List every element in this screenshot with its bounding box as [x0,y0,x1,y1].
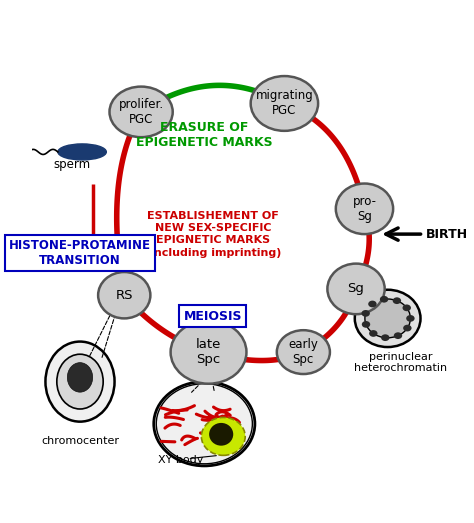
Text: pro-
Sg: pro- Sg [353,195,376,223]
Ellipse shape [171,321,246,384]
Text: Sg: Sg [347,282,365,295]
Text: perinuclear
heterochromatin: perinuclear heterochromatin [354,352,447,373]
Text: ERASURE OF
EPIGENETIC MARKS: ERASURE OF EPIGENETIC MARKS [136,121,273,149]
Text: XY body: XY body [158,454,204,464]
Ellipse shape [369,330,378,337]
Ellipse shape [328,264,385,314]
Ellipse shape [251,76,318,131]
Ellipse shape [109,87,173,137]
Ellipse shape [355,290,420,347]
Ellipse shape [368,301,377,308]
Ellipse shape [381,334,390,341]
Ellipse shape [402,304,411,311]
Ellipse shape [46,342,115,422]
Text: prolifer.
PGC: prolifer. PGC [118,98,164,126]
Text: ESTABLISHEMENT OF
NEW SEX-SPECIFIC
EPIGNETIC MARKS
(including imprinting): ESTABLISHEMENT OF NEW SEX-SPECIFIC EPIGN… [145,210,281,258]
Text: early
Spc: early Spc [288,338,319,366]
Ellipse shape [403,325,411,332]
Text: RS: RS [116,289,133,302]
Text: MEIOSIS: MEIOSIS [183,310,242,323]
Ellipse shape [336,184,393,234]
Text: chromocenter: chromocenter [41,436,119,446]
Ellipse shape [58,144,106,160]
Ellipse shape [154,382,255,466]
Ellipse shape [201,417,245,456]
Ellipse shape [209,423,233,446]
Ellipse shape [406,315,415,322]
Ellipse shape [277,330,330,374]
Ellipse shape [98,272,150,319]
Ellipse shape [362,310,370,317]
Ellipse shape [67,362,92,392]
Text: migrating
PGC: migrating PGC [255,89,313,118]
Ellipse shape [394,332,402,339]
Ellipse shape [57,354,103,409]
Text: BIRTH: BIRTH [426,228,468,241]
Ellipse shape [380,296,388,303]
Text: sperm: sperm [53,158,90,171]
Text: HISTONE-PROTAMINE
TRANSITION: HISTONE-PROTAMINE TRANSITION [9,239,151,267]
Ellipse shape [392,297,401,304]
Ellipse shape [365,299,410,338]
Text: late
Spc: late Spc [196,338,221,366]
Ellipse shape [362,321,370,328]
